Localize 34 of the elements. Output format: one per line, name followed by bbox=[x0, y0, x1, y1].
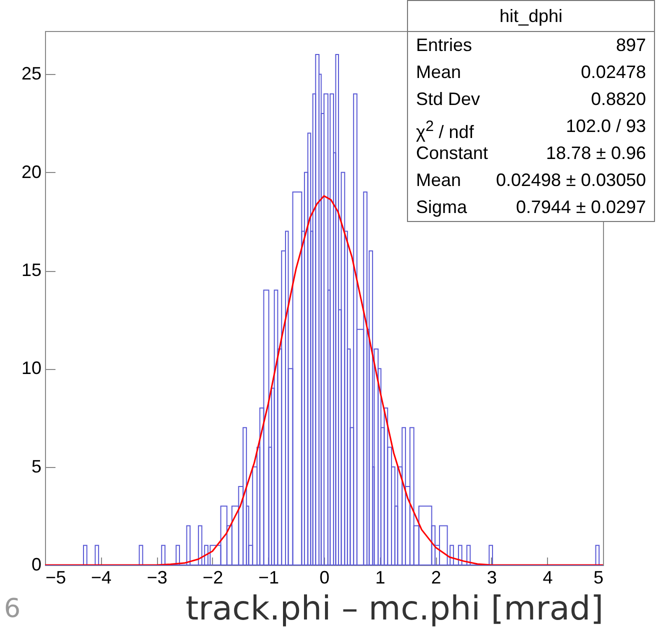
x-tick-label: −1 bbox=[258, 568, 279, 588]
chart-title: hit_dphi bbox=[408, 1, 654, 32]
annotation: Mean bbox=[416, 169, 462, 192]
y-tick-label: 5 bbox=[31, 456, 42, 476]
y-tick-label: 0 bbox=[31, 554, 42, 574]
x-tick-label: −4 bbox=[91, 568, 112, 588]
annotation: 0.02478 bbox=[580, 61, 646, 84]
text: 897 bbox=[616, 34, 646, 57]
x-axis-title: track.phi – mc.phi [mrad] bbox=[186, 588, 604, 628]
annotation: 0.02498 ± 0.03050 bbox=[496, 169, 646, 192]
x-tick-label: −5 bbox=[46, 568, 66, 588]
x-tick-label: 3 bbox=[486, 568, 497, 588]
annotation: Std Dev bbox=[416, 88, 480, 111]
annotation: 102.0 / 93 bbox=[566, 115, 646, 138]
x-tick-label: 5 bbox=[593, 568, 604, 588]
x-tick-label: 4 bbox=[542, 568, 553, 588]
y-tick-label: 10 bbox=[21, 358, 42, 378]
x-tick-label: 0 bbox=[319, 568, 330, 588]
annotation: 0.7944 ± 0.0297 bbox=[516, 196, 646, 219]
annotation: Mean bbox=[416, 61, 462, 84]
y-tick-label: 25 bbox=[21, 64, 42, 84]
x-tick-label: 2 bbox=[431, 568, 442, 588]
annotation: Entries bbox=[416, 34, 472, 57]
x-tick-label: −3 bbox=[146, 568, 168, 588]
annotation: 0.8820 bbox=[590, 88, 646, 111]
x-tick-label: 1 bbox=[375, 568, 386, 588]
annotation: Sigma bbox=[416, 196, 468, 219]
y-tick-label: 20 bbox=[21, 162, 42, 182]
annotation: 18.78 ± 0.96 bbox=[546, 142, 646, 165]
annotation: Constant bbox=[416, 143, 488, 163]
x-tick-label: −2 bbox=[202, 568, 224, 588]
y-tick-label: 15 bbox=[21, 260, 42, 280]
text: 6 bbox=[4, 594, 21, 624]
annotation: χ$^{2}$ / ndf bbox=[416, 117, 474, 142]
